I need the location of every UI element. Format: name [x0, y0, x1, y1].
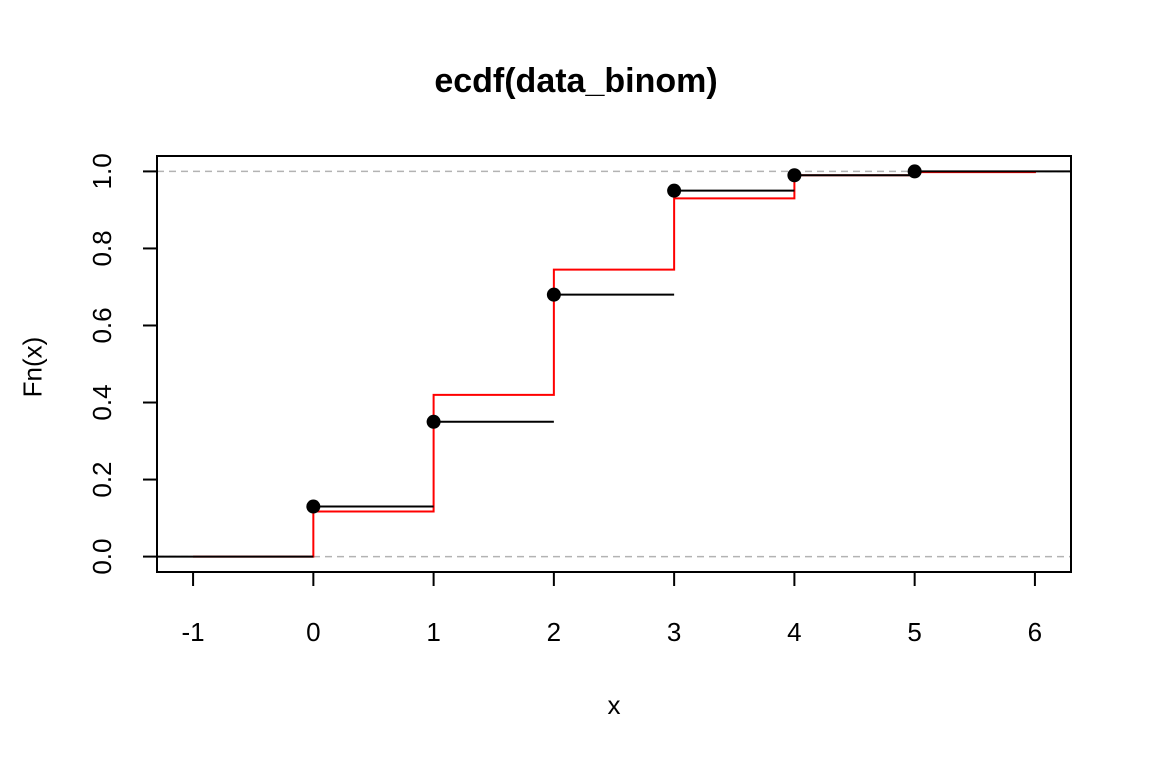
y-tick-label: 0.4	[87, 384, 117, 420]
y-tick-label: 0.2	[87, 461, 117, 497]
y-tick-label: 0.0	[87, 539, 117, 575]
x-axis-label: x	[607, 690, 621, 720]
x-tick-label: 2	[547, 617, 561, 647]
x-tick-label: 4	[787, 617, 801, 647]
y-axis: 0.0 0.2 0.4 0.6 0.8 1.0	[87, 153, 158, 575]
x-axis: -1 0 1 2 3 4 5 6	[182, 571, 1042, 647]
x-tick-label: 1	[426, 617, 440, 647]
ecdf-point	[426, 414, 441, 429]
x-tick-label: 6	[1028, 617, 1042, 647]
chart-title: ecdf(data_binom)	[434, 62, 718, 100]
theoretical-cdf-line	[193, 171, 1036, 558]
x-tick-label: 0	[306, 617, 320, 647]
x-tick-label: 5	[907, 617, 921, 647]
reference-lines	[157, 170, 1071, 558]
x-tick-label: 3	[667, 617, 681, 647]
ecdf-point	[667, 183, 682, 198]
y-tick-label: 1.0	[87, 153, 117, 189]
x-tick-label: -1	[182, 617, 205, 647]
ecdf-point	[306, 499, 321, 514]
ecdf-point	[787, 168, 802, 183]
ecdf-series	[157, 164, 1071, 558]
y-axis-label: Fn(x)	[17, 336, 48, 398]
ecdf-point	[907, 164, 922, 179]
y-tick-label: 0.6	[87, 307, 117, 343]
theoretical-cdf-series	[193, 171, 1036, 558]
ecdf-point	[546, 287, 561, 302]
y-tick-label: 0.8	[87, 230, 117, 266]
plot-area-border	[156, 155, 1072, 573]
